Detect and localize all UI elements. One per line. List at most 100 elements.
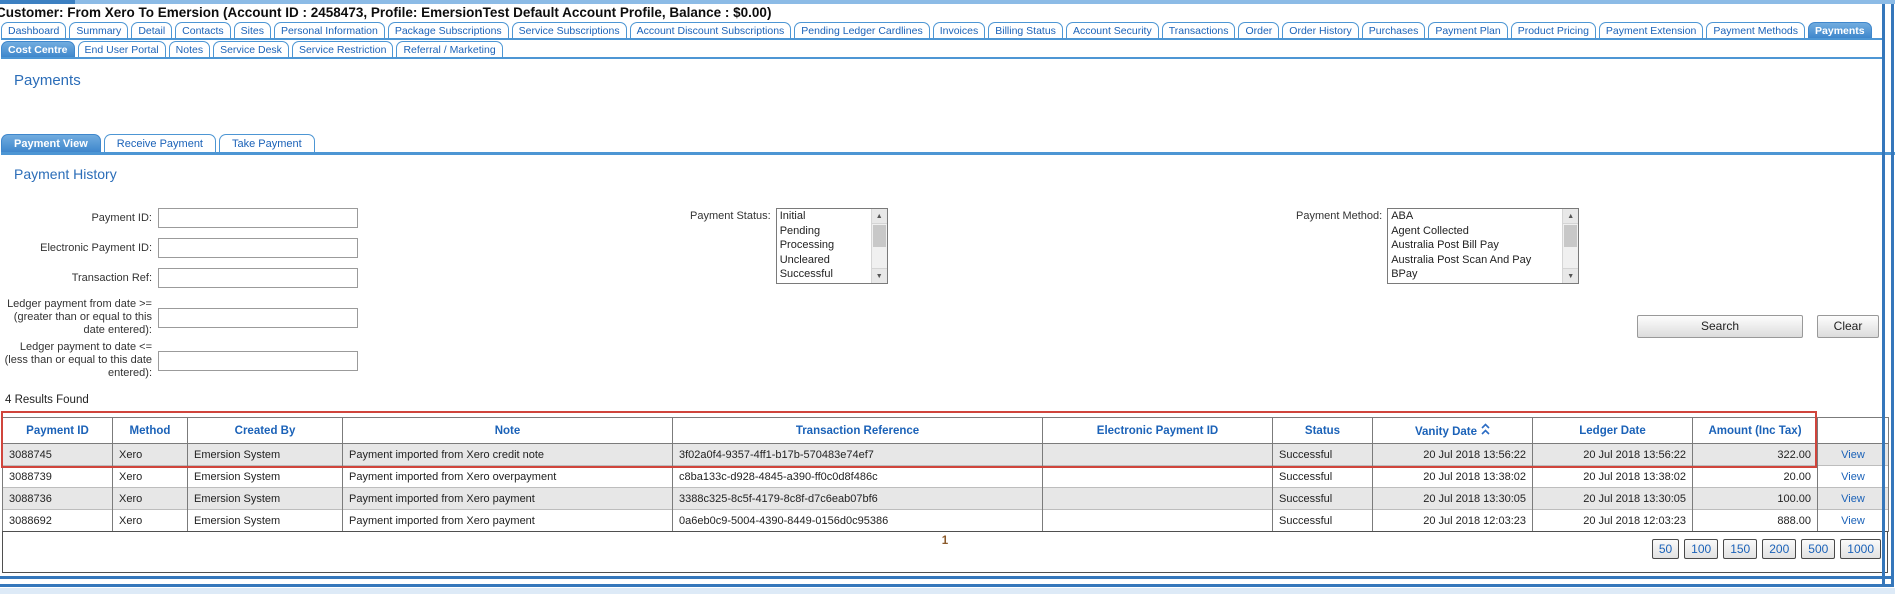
tab-item[interactable]: Sites (233, 22, 271, 38)
tab-item[interactable]: End User Portal (77, 41, 166, 57)
cell-status: Successful (1272, 487, 1373, 510)
col-header-transaction-reference[interactable]: Transaction Reference (672, 417, 1043, 444)
ledger-to-date-field[interactable] (158, 350, 358, 371)
listbox-option[interactable]: Australia Post Scan And Pay (1391, 253, 1532, 266)
cell-transaction-reference: 3f02a0f4-9357-4ff1-b17b-570483e74ef7 (672, 443, 1043, 466)
tab-item[interactable]: Order History (1282, 22, 1359, 38)
tab-item[interactable]: Detail (131, 22, 173, 38)
results-table: Payment ID Method Created By Note Transa… (2, 417, 1889, 532)
tab-item[interactable]: Account Discount Subscriptions (629, 22, 792, 38)
tab-item[interactable]: Dashboard (1, 22, 67, 38)
window-top-bar (0, 0, 1895, 4)
tab-item[interactable]: Service Restriction (291, 41, 394, 57)
listbox-option[interactable]: Australia Post Bill Pay (1391, 239, 1499, 252)
tab-item[interactable]: Payment Extension (1598, 22, 1704, 38)
listbox-option[interactable]: Successful (779, 268, 833, 281)
scroll-up-icon[interactable]: ▲ (871, 209, 887, 224)
col-header-payment-id[interactable]: Payment ID (2, 417, 113, 444)
transaction-ref-field[interactable] (158, 268, 358, 288)
ledger-from-date-field[interactable] (158, 307, 358, 328)
cell-note: Payment imported from Xero payment (342, 509, 673, 532)
tab-item[interactable]: Notes (168, 41, 211, 57)
cell-note: Payment imported from Xero credit note (342, 443, 673, 466)
col-header-status[interactable]: Status (1272, 417, 1373, 444)
tab-item[interactable]: Product Pricing (1510, 22, 1596, 38)
tab-item[interactable]: Referral / Marketing (396, 41, 503, 57)
results-table-wrap: Payment ID Method Created By Note Transa… (2, 417, 1889, 532)
tab-item[interactable]: Package Subscriptions (387, 22, 509, 38)
col-header-electronic-payment-id[interactable]: Electronic Payment ID (1042, 417, 1273, 444)
tab-item[interactable]: Account Security (1065, 22, 1159, 38)
cell-status: Successful (1272, 465, 1373, 488)
tab-item[interactable]: Order (1238, 22, 1280, 38)
col-header-vanity-date[interactable]: Vanity Date (1372, 417, 1533, 444)
col-header-method[interactable]: Method (112, 417, 188, 444)
tab-item[interactable]: Pending Ledger Cardlines (794, 22, 930, 38)
page-size-button[interactable]: 50 (1651, 539, 1680, 559)
col-header-amount[interactable]: Amount (Inc Tax) (1692, 417, 1818, 444)
listbox-option[interactable]: Processing (779, 239, 835, 252)
tab-item[interactable]: Cost Centre (1, 41, 75, 57)
col-header-note[interactable]: Note (342, 417, 673, 444)
page-size-button[interactable]: 100 (1684, 539, 1719, 559)
scroll-down-icon[interactable]: ▼ (871, 268, 887, 283)
scroll-up-icon[interactable]: ▲ (1563, 209, 1579, 224)
tab-item[interactable]: Service Desk (213, 41, 289, 57)
listbox-option[interactable]: BPay (1391, 268, 1418, 281)
electronic-payment-id-field[interactable] (158, 238, 358, 258)
table-row: 3088692 Xero Emersion System Payment imp… (2, 509, 1889, 532)
tab-item[interactable]: Purchases (1361, 22, 1426, 38)
page-size-buttons: 50 100 150 200 500 1000 (1651, 539, 1881, 559)
view-link[interactable]: View (1841, 448, 1865, 461)
payment-id-field[interactable] (158, 208, 358, 228)
payment-method-listbox[interactable]: ABA Agent Collected Australia Post Bill … (1387, 208, 1580, 284)
tab-item[interactable]: Summary (69, 22, 129, 38)
view-link[interactable]: View (1841, 514, 1865, 527)
page-size-button[interactable]: 1000 (1840, 539, 1881, 559)
col-header-view (1817, 417, 1889, 444)
col-header-created-by[interactable]: Created By (187, 417, 343, 444)
tab-item[interactable]: Payments (1808, 22, 1872, 38)
tab-item[interactable]: Billing Status (988, 22, 1063, 38)
tab-item[interactable]: Transactions (1161, 22, 1236, 38)
listbox-scrollbar[interactable]: ▲ ▼ (1562, 209, 1579, 283)
tab-item[interactable]: Invoices (932, 22, 986, 38)
cell-method: Xero (112, 465, 188, 488)
cell-status: Successful (1272, 509, 1373, 532)
tab-item[interactable]: Service Subscriptions (511, 22, 627, 38)
listbox-option[interactable]: Pending (779, 224, 821, 237)
search-form-left: Payment ID: Electronic Payment ID: Trans… (0, 208, 380, 384)
page-size-button[interactable]: 200 (1762, 539, 1797, 559)
payment-status-listbox[interactable]: Initial Pending Processing Uncleared Suc… (775, 208, 888, 284)
payment-status-label: Payment Status: (690, 210, 771, 222)
tab-item[interactable]: Contacts (175, 22, 231, 38)
page-size-button[interactable]: 150 (1723, 539, 1758, 559)
tab-item[interactable]: Personal Information (273, 22, 385, 38)
scroll-down-icon[interactable]: ▼ (1563, 268, 1579, 283)
view-link[interactable]: View (1841, 492, 1865, 505)
tab-row-secondary: Cost Centre End User Portal Notes Servic… (1, 40, 1882, 59)
search-button[interactable]: Search (1637, 315, 1803, 338)
tab-item[interactable]: Payment Plan (1428, 22, 1508, 38)
listbox-option[interactable]: Initial (779, 210, 806, 222)
listbox-scrollbar[interactable]: ▲ ▼ (870, 209, 887, 283)
col-header-ledger-date[interactable]: Ledger Date (1532, 417, 1693, 444)
view-link[interactable]: View (1841, 470, 1865, 483)
listbox-option[interactable]: Agent Collected (1391, 224, 1469, 237)
current-page-indicator: 1 (941, 535, 949, 547)
page-size-button[interactable]: 500 (1801, 539, 1836, 559)
listbox-option[interactable]: Uncleared (779, 253, 830, 266)
pagination-bar: 1 50 100 150 200 500 1000 (2, 531, 1888, 573)
cell-amount: 100.00 (1692, 487, 1818, 510)
subtab[interactable]: Take Payment (219, 134, 315, 152)
scrollbar-thumb[interactable] (872, 225, 886, 247)
scrollbar-thumb[interactable] (1564, 225, 1578, 247)
subtab[interactable]: Payment View (1, 134, 101, 152)
tab-item[interactable]: Payment Methods (1706, 22, 1806, 38)
listbox-option[interactable]: ABA (1391, 210, 1414, 222)
clear-button[interactable]: Clear (1817, 315, 1879, 338)
cell-electronic-payment-id (1042, 509, 1273, 532)
ledger-from-date-label: Ledger payment from date >= (greater tha… (7, 298, 152, 336)
subtab[interactable]: Receive Payment (103, 134, 216, 152)
cell-vanity-date: 20 Jul 2018 13:38:02 (1372, 465, 1533, 488)
